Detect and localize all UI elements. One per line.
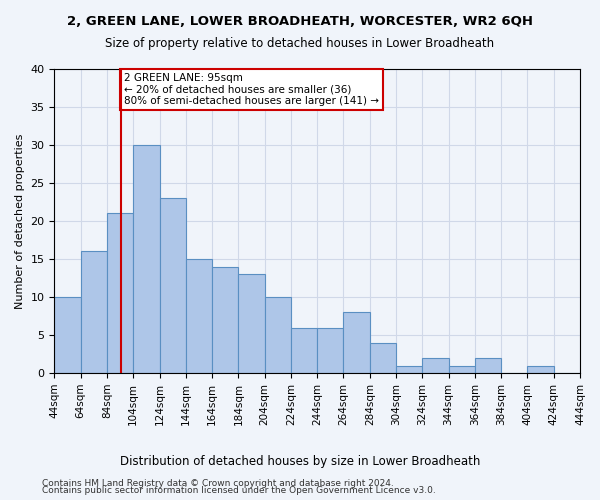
Bar xyxy=(396,366,422,373)
Bar xyxy=(343,312,370,373)
Text: 2, GREEN LANE, LOWER BROADHEATH, WORCESTER, WR2 6QH: 2, GREEN LANE, LOWER BROADHEATH, WORCEST… xyxy=(67,15,533,28)
Bar xyxy=(212,266,238,373)
Bar xyxy=(527,366,554,373)
Bar xyxy=(80,252,107,373)
Bar xyxy=(107,214,133,373)
Text: Contains HM Land Registry data © Crown copyright and database right 2024.: Contains HM Land Registry data © Crown c… xyxy=(42,478,394,488)
Bar xyxy=(55,297,80,373)
Y-axis label: Number of detached properties: Number of detached properties xyxy=(15,134,25,309)
Bar xyxy=(291,328,317,373)
Text: Distribution of detached houses by size in Lower Broadheath: Distribution of detached houses by size … xyxy=(120,455,480,468)
Bar xyxy=(370,342,396,373)
Bar xyxy=(265,297,291,373)
Text: 2 GREEN LANE: 95sqm
← 20% of detached houses are smaller (36)
80% of semi-detach: 2 GREEN LANE: 95sqm ← 20% of detached ho… xyxy=(124,73,379,106)
Bar xyxy=(475,358,501,373)
Text: Size of property relative to detached houses in Lower Broadheath: Size of property relative to detached ho… xyxy=(106,38,494,51)
Bar xyxy=(449,366,475,373)
Bar xyxy=(422,358,449,373)
Text: Contains public sector information licensed under the Open Government Licence v3: Contains public sector information licen… xyxy=(42,486,436,495)
Bar xyxy=(238,274,265,373)
Bar xyxy=(133,145,160,373)
Bar xyxy=(160,198,186,373)
Bar xyxy=(317,328,343,373)
Bar xyxy=(186,259,212,373)
